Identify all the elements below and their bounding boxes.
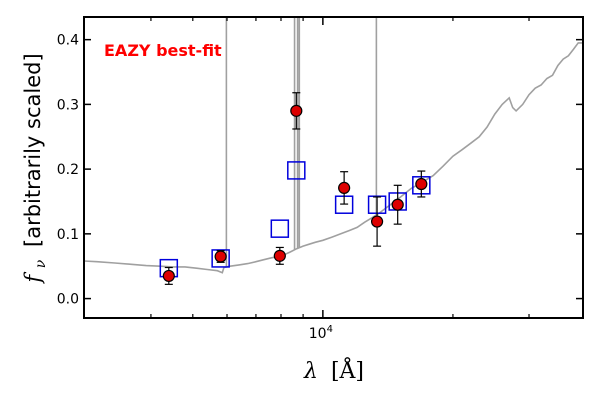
model-square-1 bbox=[211, 249, 230, 268]
y-tick-label-0: 0.0 bbox=[57, 292, 79, 308]
observed-point-1 bbox=[214, 250, 227, 263]
y-tick-label-2: 0.2 bbox=[57, 162, 79, 178]
model-square-3 bbox=[287, 161, 306, 180]
y-axis-label-text: [arbitrarily scaled] bbox=[21, 53, 45, 247]
observed-point-6 bbox=[391, 198, 404, 211]
x-axis-label: λ [Å] bbox=[303, 356, 364, 384]
observed-point-2 bbox=[273, 249, 286, 262]
observed-point-3 bbox=[290, 104, 303, 117]
x-tick-label-base-0: 10 bbox=[309, 326, 327, 342]
plot-inner bbox=[84, 17, 583, 285]
annotation-label: EAZY best-fit bbox=[104, 41, 222, 60]
template-spectrum-line bbox=[84, 42, 583, 274]
y-tick-label-3: 0.3 bbox=[57, 97, 79, 113]
observed-point-7 bbox=[415, 177, 428, 191]
model-square-2 bbox=[270, 219, 290, 238]
plot-area bbox=[84, 17, 583, 285]
x-tick-label-0: 104 bbox=[309, 324, 333, 342]
axes-frame bbox=[83, 16, 584, 319]
y-tick-label-4: 0.4 bbox=[57, 33, 79, 49]
y-axis-label-subscript: ν bbox=[33, 259, 49, 268]
x-axis-label-symbol: λ bbox=[303, 359, 318, 384]
y-tick-label-1: 0.1 bbox=[57, 227, 79, 243]
x-axis-label-unit: [Å] bbox=[331, 356, 364, 384]
y-axis-label-symbol: f bbox=[21, 272, 45, 285]
axis-ticks: 0.0 0.1 0.2 0.3 0.4 104 bbox=[57, 17, 583, 342]
observed-point-5 bbox=[370, 215, 384, 228]
observed-point-4 bbox=[338, 181, 351, 194]
x-tick-label-exp-0: 4 bbox=[327, 324, 333, 335]
observed-point-0 bbox=[162, 269, 175, 283]
y-axis-label: f ν [arbitrarily scaled] bbox=[21, 53, 50, 284]
